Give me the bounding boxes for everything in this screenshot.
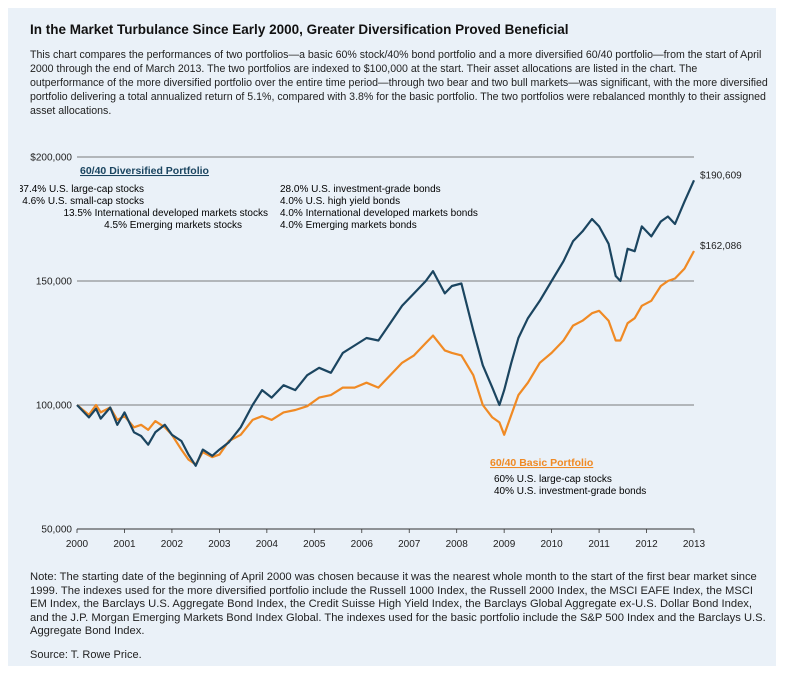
x-tick-label: 2002 — [161, 539, 184, 550]
chart-panel: In the Market Turbulance Since Early 200… — [8, 8, 776, 666]
x-tick-label: 2000 — [66, 539, 89, 550]
legend-diversified-item: 37.4% U.S. large-cap stocks — [20, 184, 144, 195]
y-tick-label: 150,000 — [36, 277, 73, 288]
end-value-label: $162,086 — [700, 241, 742, 252]
x-tick-label: 2004 — [256, 539, 279, 550]
line-chart: 50,000 100,000 150,000 $200,000 2000 2001 2002… — [18, 146, 768, 556]
legend-diversified-item: 4.6% U.S. small-cap stocks — [22, 196, 144, 207]
x-tick-label: 2005 — [303, 539, 326, 550]
x-tick-label: 2007 — [398, 539, 421, 550]
basic-line — [76, 250, 695, 466]
y-tick-label: 100,000 — [36, 401, 73, 412]
legend-diversified-item: 13.5% International developed markets st… — [63, 208, 268, 219]
end-value-label: $190,609 — [700, 170, 742, 181]
legend-diversified-item: 28.0% U.S. investment-grade bonds — [280, 184, 441, 195]
legend-diversified-item: 4.0% International developed markets bon… — [280, 208, 478, 219]
chart-title: In the Market Turbulance Since Early 200… — [30, 22, 569, 37]
x-tick-label: 2003 — [208, 539, 231, 550]
x-tick-label: 2012 — [635, 539, 658, 550]
x-tick-label: 2010 — [540, 539, 563, 550]
legend-diversified-item: 4.0% Emerging markets bonds — [280, 220, 417, 231]
legend-basic-item: 60% U.S. large-cap stocks — [494, 474, 612, 485]
legend-diversified-item: 4.0% U.S. high yield bonds — [280, 196, 400, 207]
intro-paragraph: This chart compares the performances of … — [30, 49, 768, 117]
legend-basic-item: 40% U.S. investment-grade bonds — [494, 486, 646, 497]
footnote: Note: The starting date of the beginning… — [30, 571, 766, 638]
legend-diversified-item: 4.5% Emerging markets stocks — [104, 220, 242, 231]
legend-basic-title: 60/40 Basic Portfolio — [490, 457, 593, 469]
legend-diversified-title: 60/40 Diversified Portfolio — [80, 165, 209, 177]
diversified-line — [76, 179, 696, 467]
chart-svg: 50,000 100,000 150,000 $200,000 2000 2001 2002… — [18, 153, 742, 551]
y-tick-label: 50,000 — [41, 525, 72, 536]
x-tick-label: 2006 — [351, 539, 374, 550]
x-tick-label: 2013 — [683, 539, 706, 550]
source-line: Source: T. Rowe Price. — [30, 649, 142, 661]
x-tick-label: 2008 — [446, 539, 469, 550]
x-tick-label: 2009 — [493, 539, 516, 550]
x-tick-label: 2011 — [588, 539, 610, 550]
y-tick-label: $200,000 — [30, 153, 72, 164]
x-tick-label: 2001 — [113, 539, 136, 550]
